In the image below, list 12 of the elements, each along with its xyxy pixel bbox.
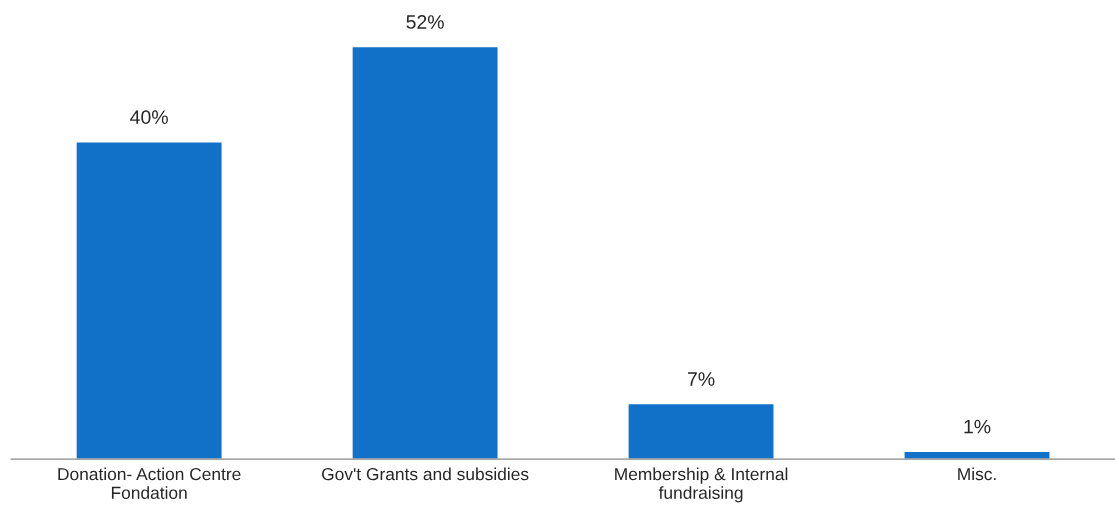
x-tick-label: Misc. xyxy=(958,467,996,481)
data-label: 52% xyxy=(406,15,444,29)
bar xyxy=(627,402,775,460)
x-tick-label: Gov't Grants and subsidies xyxy=(322,467,529,481)
x-tick-label: Donation- Action Centre Fondation xyxy=(58,467,241,499)
data-label: 7% xyxy=(688,372,715,386)
x-tick-label: Membership & Internal fundraising xyxy=(615,467,788,503)
bar xyxy=(351,45,499,460)
data-label: 1% xyxy=(964,419,991,434)
bar xyxy=(903,450,1051,460)
bar xyxy=(75,141,223,460)
data-label: 40% xyxy=(130,110,168,125)
